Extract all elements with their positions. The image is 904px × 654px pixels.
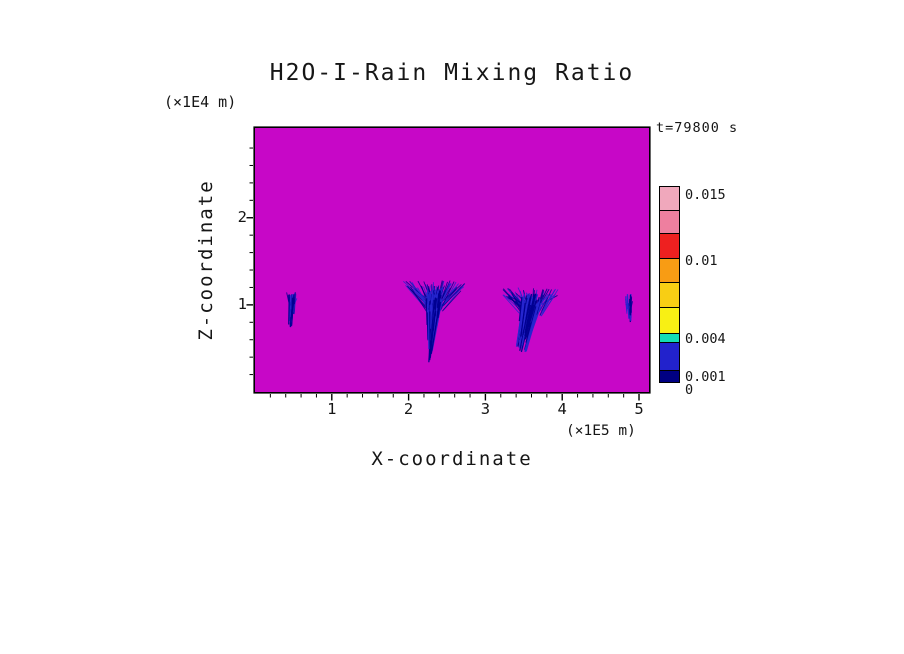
colorbar-segment (659, 257, 680, 284)
colorbar-segment (659, 282, 680, 309)
colorbar-tick-label: 0.001 (685, 369, 726, 385)
colorbar-segment (659, 369, 680, 383)
colorbar-segment (659, 342, 680, 372)
colorbar-tick-label: 0.01 (685, 253, 718, 269)
colorbar-segment (659, 209, 680, 235)
time-annotation: t=79800 s (656, 120, 739, 136)
x-tick-label: 1 (327, 400, 337, 418)
y-axis-unit-label: (×1E4 m) (164, 93, 237, 111)
x-tick-label: 5 (634, 400, 644, 418)
y-axis-label: Z-coordinate (195, 179, 217, 341)
plot-area (255, 128, 649, 392)
colorbar (659, 186, 680, 383)
colorbar-tick-label: 0 (685, 382, 694, 398)
colorbar-segment (659, 186, 680, 211)
x-axis-unit-label: (×1E5 m) (566, 423, 636, 439)
y-tick-label: 2 (237, 207, 247, 226)
rain-shafts-layer (286, 280, 633, 363)
x-tick-label: 4 (557, 400, 567, 418)
colorbar-tick-label: 0.004 (685, 331, 726, 347)
x-tick-label: 3 (480, 400, 491, 418)
y-tick-label: 1 (237, 294, 247, 313)
colorbar-segment (659, 307, 680, 335)
plot-title: H2O-I-Rain Mixing Ratio (269, 60, 635, 86)
colorbar-tick-label: 0.015 (685, 187, 726, 203)
x-tick-label: 2 (403, 400, 414, 418)
colorbar-segment (659, 233, 680, 260)
x-axis-label: X-coordinate (371, 448, 533, 470)
